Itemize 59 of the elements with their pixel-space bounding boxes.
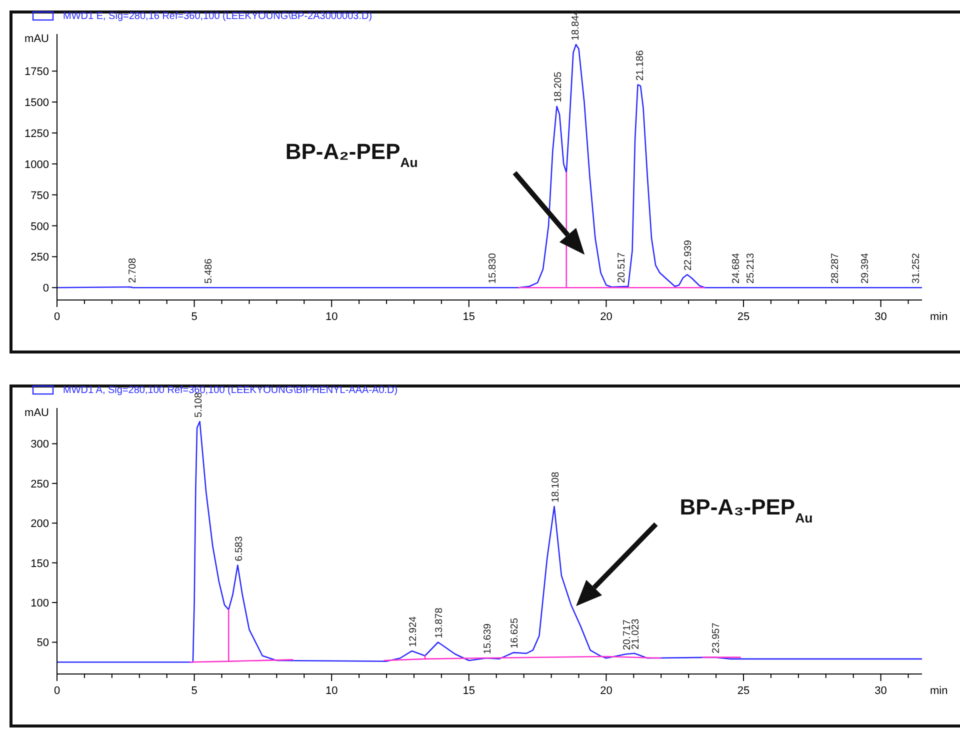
annotation: 25.213 [745, 252, 756, 284]
y-tick-label: 750 [30, 190, 49, 202]
line-series [56, 420, 923, 663]
annotation: 20.517 [616, 252, 628, 284]
x-tick-label: 15 [462, 311, 476, 323]
y-tick-label: 500 [30, 220, 49, 233]
y-tick-label: 250 [30, 252, 49, 264]
annotation: 18.108 [550, 471, 562, 502]
legend-label: MWD1 E, Sig=280,16 Ref=360,100 (LEEKYOUNG\BP-2A3000003.D) [63, 11, 372, 22]
annotation: BP-A₂-PEP$_{Au}$ [285, 139, 418, 170]
annotation: 15.830 [488, 252, 499, 284]
annotation: 5.108 [193, 392, 204, 418]
annotation: 21.023 [630, 618, 642, 650]
x-tick-label: 25 [737, 311, 750, 323]
annotation: 6.583 [234, 536, 245, 562]
annotation: 2.708 [127, 258, 138, 284]
annotation: 29.394 [860, 252, 872, 284]
y-tick-label: 100 [30, 598, 49, 610]
x-tick-label: 5 [191, 311, 198, 323]
y-tick-label: 150 [30, 558, 49, 570]
x-tick-label: 15 [462, 685, 476, 697]
y-tick-label: 1000 [24, 158, 49, 171]
annotation: 28.287 [830, 252, 841, 284]
annotation: 31.252 [911, 252, 922, 284]
annotation: 20.717 [622, 619, 633, 650]
x-tick-label: 20 [600, 311, 612, 323]
x-tick-label: 0 [54, 311, 60, 323]
annotation: 13.878 [434, 607, 446, 638]
annotation: BP-A₃-PEP$_{Au}$ [680, 494, 813, 525]
y-tick-label: 1500 [24, 97, 49, 110]
y-tick-label: 300 [30, 438, 49, 451]
y-tick-label: 50 [36, 637, 49, 650]
y-axis-title: mAU [24, 407, 50, 419]
annotation: 18.205 [552, 71, 564, 102]
y-axis-title: mAU [24, 33, 50, 45]
annotation: 15.639 [482, 623, 494, 654]
x-tick-label: 10 [325, 311, 338, 323]
y-tick-label: 1750 [24, 66, 49, 78]
annotation: 23.957 [710, 622, 722, 654]
x-tick-label: 20 [600, 685, 612, 697]
x-axis-title: min [930, 311, 948, 323]
annotation: 24.684 [730, 252, 742, 284]
x-tick-label: 30 [874, 311, 887, 323]
line-series [56, 44, 923, 288]
annotation: 22.939 [682, 240, 694, 271]
x-tick-label: 30 [874, 685, 887, 697]
annotation: 16.625 [510, 618, 521, 649]
y-tick-label: 1250 [24, 128, 49, 140]
y-tick-label: 0 [42, 282, 49, 295]
annotation: 12.924 [408, 616, 419, 647]
y-tick-label: 200 [30, 518, 49, 530]
x-tick-label: 0 [54, 685, 60, 697]
annotation: 21.186 [634, 50, 646, 81]
x-axis-title: min [930, 685, 948, 697]
y-tick-label: 250 [30, 478, 49, 490]
x-tick-label: 10 [325, 685, 338, 697]
annotation: 5.486 [204, 258, 215, 284]
x-tick-label: 25 [737, 685, 750, 697]
x-tick-label: 5 [191, 685, 198, 697]
